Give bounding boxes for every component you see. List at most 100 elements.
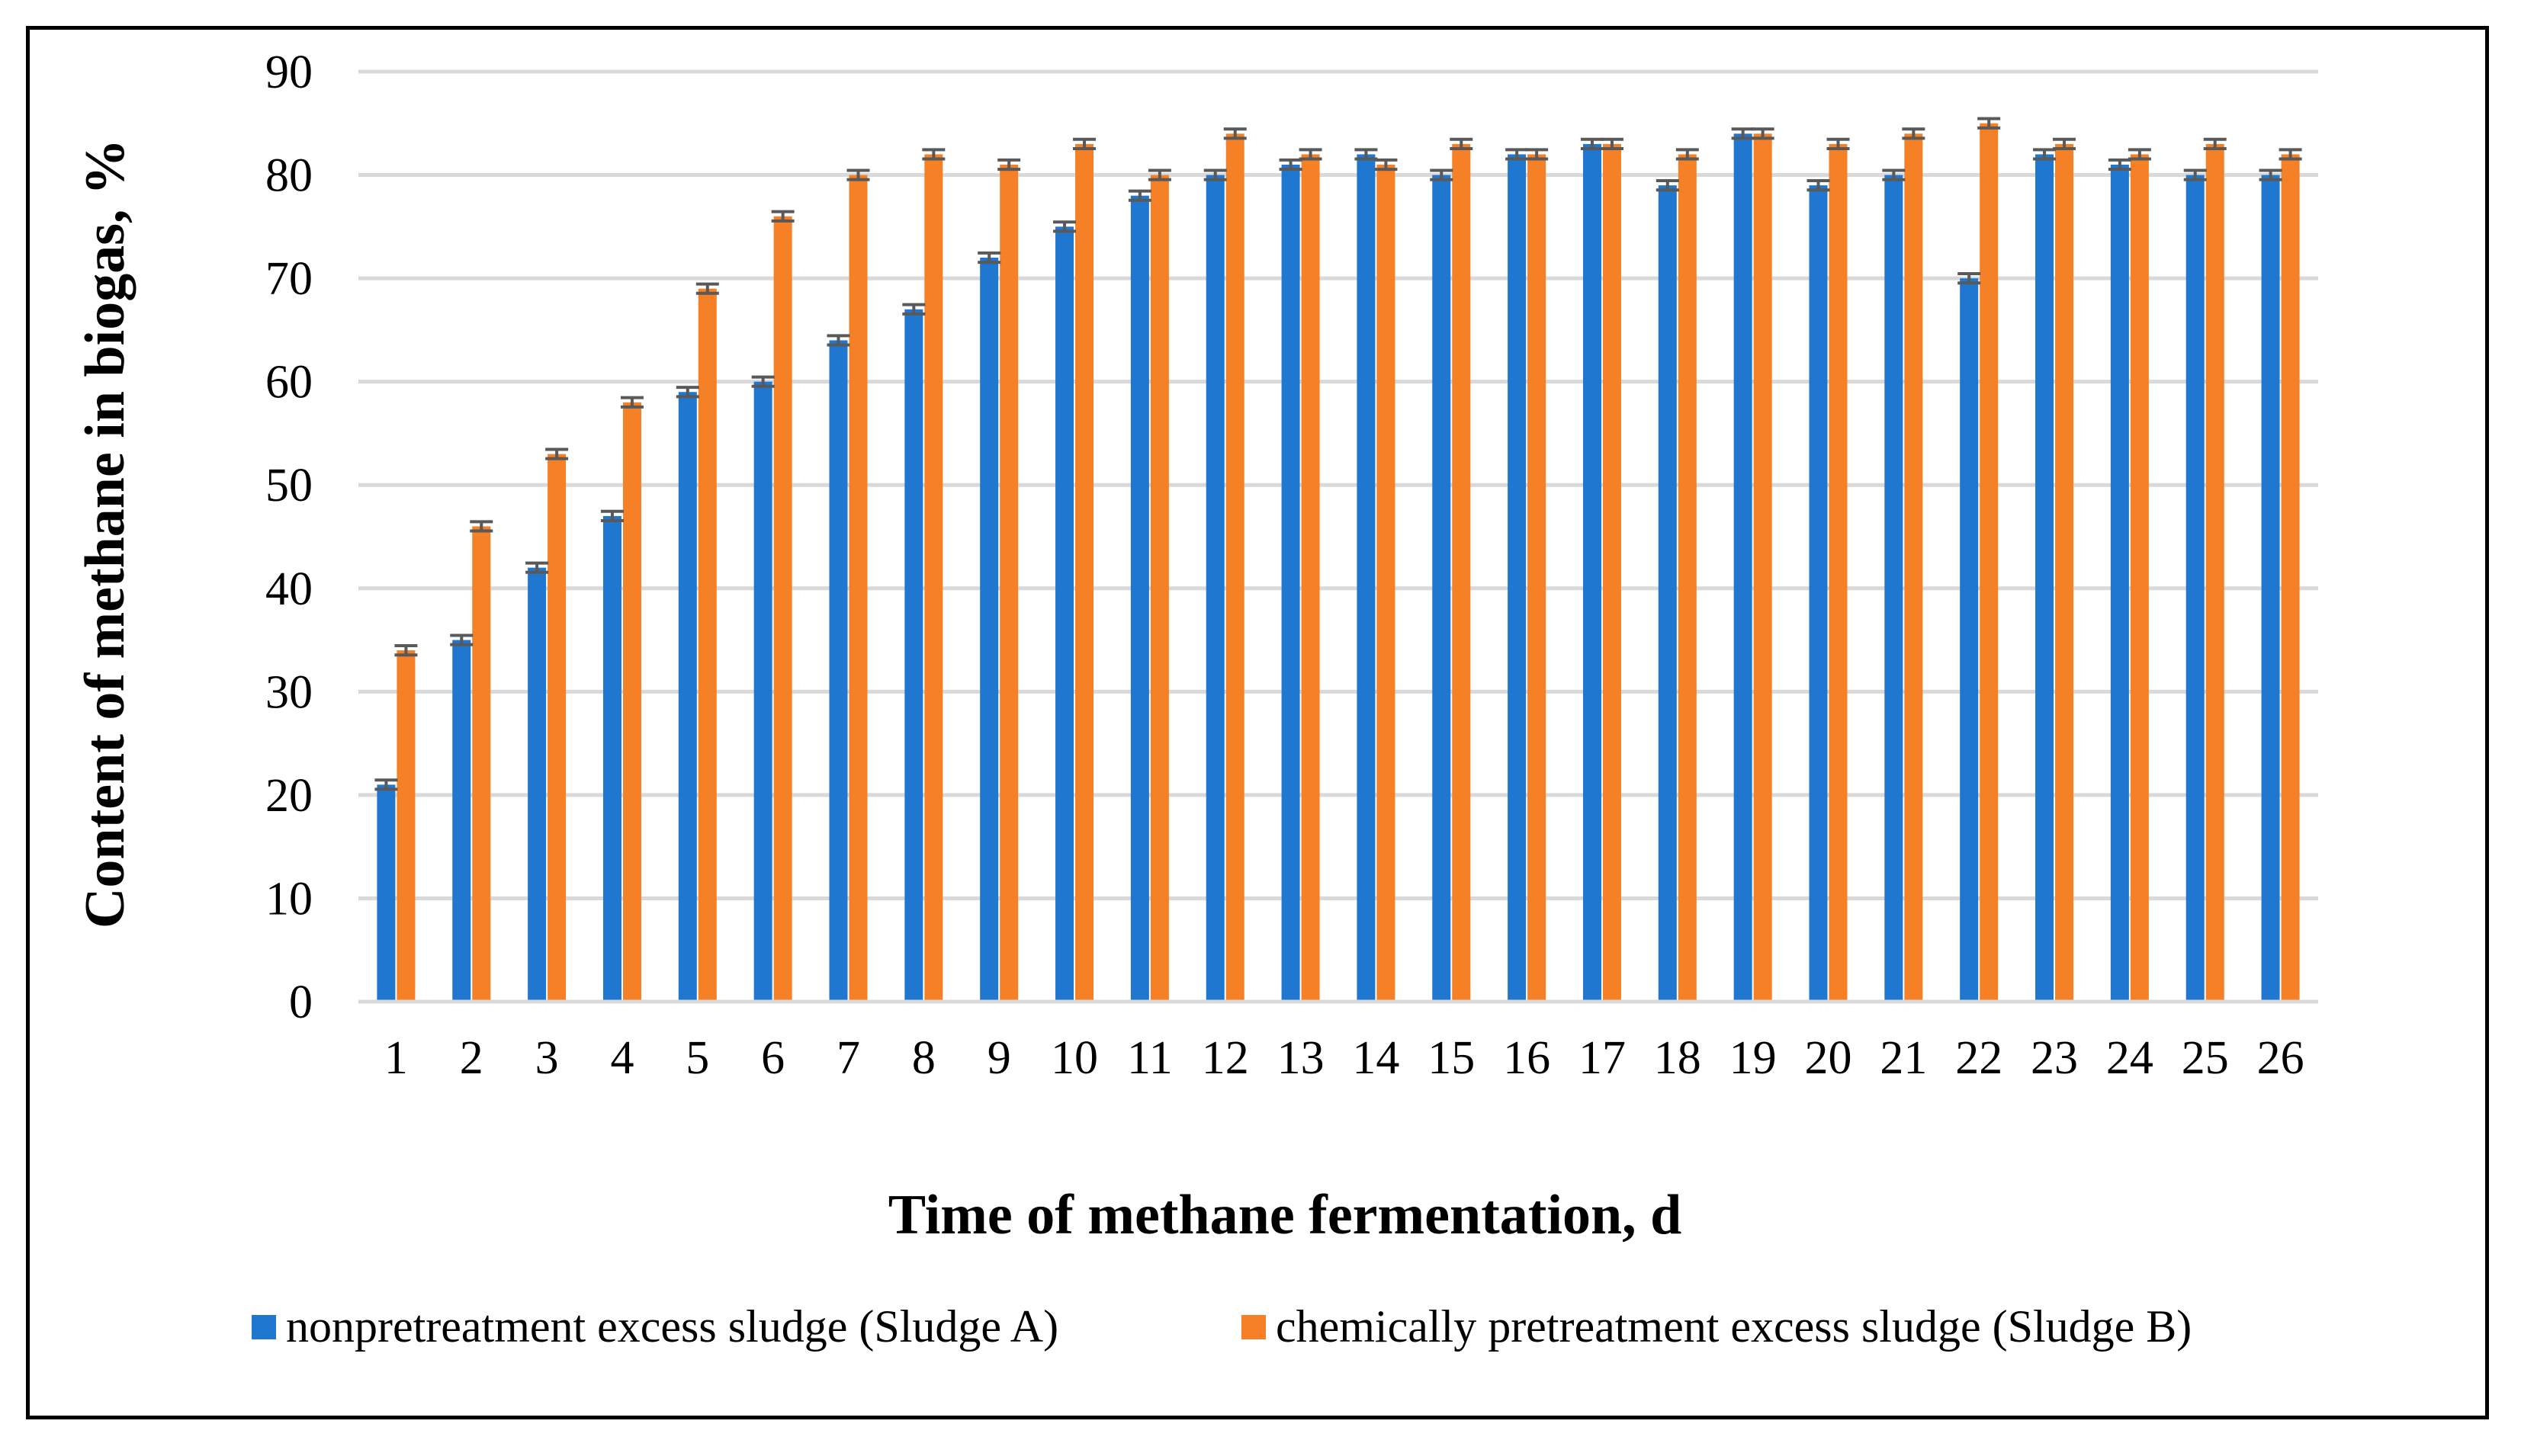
bar-series1-day-11 <box>1130 195 1149 1002</box>
bar-series2-day-7 <box>849 175 868 1002</box>
bar-series2-day-20 <box>1829 143 1848 1002</box>
bar-series2-day-22 <box>1980 123 1999 1002</box>
bar-series2-day-24 <box>2130 154 2149 1002</box>
bar-series2-day-26 <box>2281 154 2300 1002</box>
bar-series2-day-5 <box>698 288 717 1002</box>
bar-series2-day-1 <box>397 650 416 1002</box>
x-tick-label: 19 <box>1729 1032 1777 1084</box>
x-tick-label: 24 <box>2106 1032 2153 1084</box>
x-tick-label: 8 <box>912 1032 936 1084</box>
x-tick-label: 4 <box>610 1032 634 1084</box>
error-bar-series2-day-11 <box>1148 168 1171 181</box>
x-tick-label: 6 <box>761 1032 785 1084</box>
bar-series2-day-19 <box>1753 133 1772 1002</box>
error-bar-series2-day-26 <box>2279 148 2302 161</box>
error-bar-series2-day-16 <box>1525 148 1549 161</box>
error-bar-series1-day-19 <box>1731 127 1755 140</box>
bar-series2-day-15 <box>1452 143 1471 1002</box>
bar-series1-day-23 <box>2035 154 2054 1002</box>
error-bar-series2-day-24 <box>2128 148 2151 161</box>
bar-series1-day-24 <box>2110 165 2129 1002</box>
x-tick-label: 21 <box>1880 1032 1927 1084</box>
x-tick-label: 23 <box>2031 1032 2078 1084</box>
error-bars <box>374 117 2302 791</box>
y-tick-label: 70 <box>265 253 313 305</box>
bar-series1-day-21 <box>1884 175 1903 1002</box>
bar-series2-day-16 <box>1527 154 1546 1002</box>
error-bar-series1-day-1 <box>374 778 398 791</box>
error-bar-series2-day-10 <box>1073 137 1097 150</box>
bar-series2-day-13 <box>1301 154 1320 1002</box>
x-tick-label: 3 <box>535 1032 559 1084</box>
bar-series1-day-26 <box>2261 175 2280 1002</box>
error-bar-series1-day-9 <box>978 251 1001 265</box>
chart-frame <box>26 26 2489 1419</box>
x-axis-title: Time of methane fermentation, d <box>888 1184 1682 1246</box>
error-bar-series1-day-24 <box>2108 158 2131 172</box>
bar-series1-day-4 <box>602 515 621 1002</box>
bar-series2-day-6 <box>773 216 792 1002</box>
bar-series2-day-23 <box>2055 143 2074 1002</box>
x-tick-label: 7 <box>837 1032 860 1084</box>
x-tick-label: 15 <box>1427 1032 1475 1084</box>
error-bar-series2-day-12 <box>1223 127 1247 140</box>
y-axis-title: Content of methane in biogas, % <box>74 139 136 928</box>
error-bar-series1-day-23 <box>2033 148 2057 161</box>
y-tick-label: 40 <box>265 563 313 615</box>
bar-series2-day-9 <box>1000 165 1019 1002</box>
error-bar-series1-day-21 <box>1882 168 1906 181</box>
error-bar-series1-day-11 <box>1128 189 1151 202</box>
error-bar-series1-day-26 <box>2259 168 2282 181</box>
error-bar-series2-day-19 <box>1751 127 1774 140</box>
bar-series1-day-10 <box>1055 226 1074 1002</box>
error-bar-series2-day-14 <box>1374 158 1398 172</box>
x-tick-label: 1 <box>384 1032 408 1084</box>
y-tick-label: 30 <box>265 666 313 718</box>
error-bar-series2-day-9 <box>997 158 1021 172</box>
legend-label-sludge-b: chemically pretreatment excess sludge (S… <box>1276 1301 2192 1352</box>
x-tick-label: 11 <box>1127 1032 1173 1084</box>
error-bar-series2-day-18 <box>1675 148 1699 161</box>
error-bar-series1-day-7 <box>827 334 850 347</box>
legend-label-sludge-a: nonpretreatment excess sludge (Sludge A) <box>286 1301 1058 1352</box>
bar-series2-day-12 <box>1225 133 1244 1002</box>
bar-series2-day-4 <box>622 402 641 1002</box>
bar-series1-day-6 <box>753 381 772 1002</box>
bar-series1-day-12 <box>1206 175 1225 1002</box>
bar-series2-day-3 <box>548 454 567 1002</box>
x-tick-label: 13 <box>1277 1032 1325 1084</box>
bar-series2-day-21 <box>1904 133 1923 1002</box>
error-bar-series2-day-20 <box>1826 137 1850 150</box>
bar-series2-day-10 <box>1075 143 1094 1002</box>
error-bar-series2-day-25 <box>2203 137 2227 150</box>
x-tick-label: 26 <box>2257 1032 2304 1084</box>
bars <box>377 123 2300 1002</box>
bar-series1-day-5 <box>678 392 697 1002</box>
error-bar-series1-day-25 <box>2183 168 2207 181</box>
bar-series1-day-16 <box>1508 154 1527 1002</box>
error-bar-series2-day-22 <box>1977 117 2001 130</box>
error-bar-series2-day-13 <box>1299 148 1322 161</box>
error-bar-series1-day-20 <box>1806 179 1830 192</box>
bar-series1-day-22 <box>1960 278 1979 1002</box>
y-tick-label: 80 <box>265 150 313 202</box>
error-bar-series2-day-1 <box>394 644 418 657</box>
y-tick-label: 0 <box>289 977 313 1028</box>
error-bar-series2-day-5 <box>695 282 719 295</box>
legend: nonpretreatment excess sludge (Sludge A)… <box>252 1301 2192 1352</box>
x-tick-label: 18 <box>1654 1032 1701 1084</box>
error-bar-series1-day-12 <box>1203 168 1227 181</box>
error-bar-series1-day-8 <box>902 303 926 316</box>
error-bar-series2-day-3 <box>545 447 569 460</box>
bar-series2-day-2 <box>472 526 491 1002</box>
x-tick-label: 10 <box>1051 1032 1098 1084</box>
y-tick-label: 20 <box>265 770 313 822</box>
bar-series1-day-15 <box>1432 175 1451 1002</box>
y-tick-label: 60 <box>265 357 313 409</box>
bar-series1-day-14 <box>1357 154 1376 1002</box>
bar-series1-day-9 <box>980 258 999 1002</box>
bar-series1-day-7 <box>829 340 848 1002</box>
bar-series1-day-2 <box>452 640 471 1002</box>
error-bar-series1-day-16 <box>1505 148 1529 161</box>
